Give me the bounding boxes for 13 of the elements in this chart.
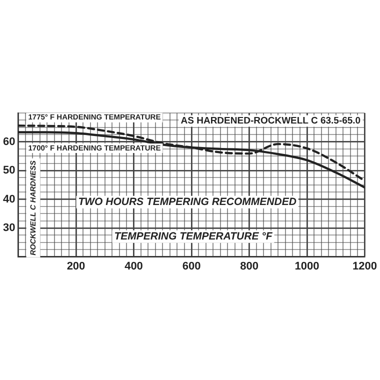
x-tick-label: 600 <box>182 260 201 272</box>
x-tick-label: 1200 <box>352 260 378 272</box>
y-tick-label: 30 <box>2 222 16 234</box>
y-tick-label: 40 <box>2 193 16 206</box>
x-tick-label: 800 <box>240 260 258 272</box>
x-tick-label: 1000 <box>294 260 320 272</box>
x-axis-title: TEMPERING TEMPERATURE °F <box>114 230 273 243</box>
y-tick-label: 50 <box>2 164 16 177</box>
x-tick-label: 400 <box>124 260 143 272</box>
annotation: AS HARDENED-ROCKWELL C 63.5-65.0 <box>180 116 361 127</box>
y-tick-label: 60 <box>2 136 16 148</box>
annotation: TWO HOURS TEMPERING RECOMMENDED <box>78 196 297 208</box>
x-tick-label: 200 <box>66 260 86 272</box>
